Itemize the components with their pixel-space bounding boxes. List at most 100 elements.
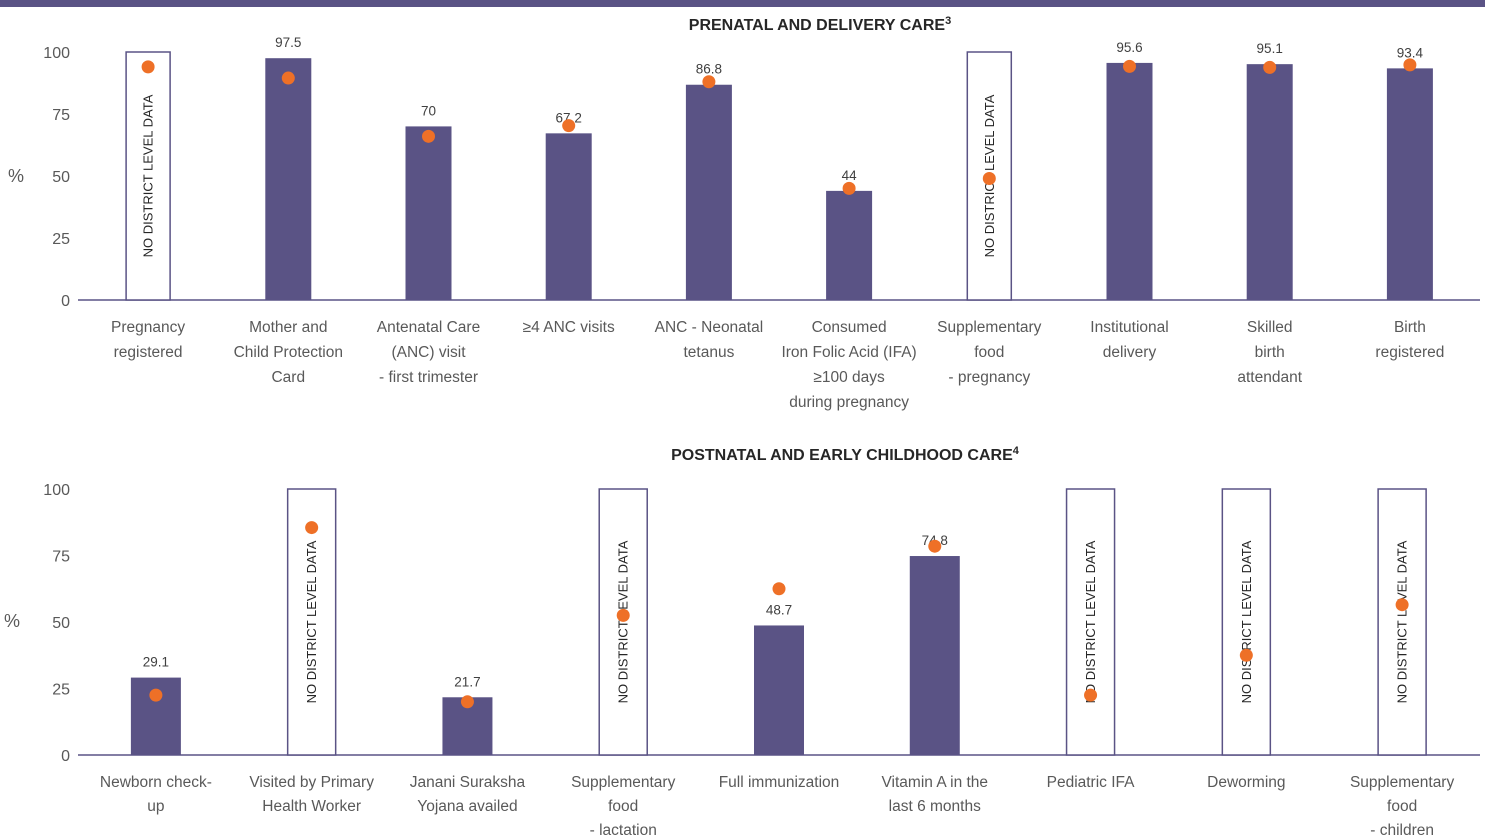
chart-title: POSTNATAL AND EARLY CHILDHOOD CARE4 — [671, 445, 1020, 464]
comparison-dot — [281, 71, 295, 85]
bar — [1246, 64, 1293, 300]
category-label-line: registered — [114, 344, 183, 361]
bar — [545, 133, 592, 300]
category-label-line: Full immunization — [719, 774, 840, 791]
category-label-line: Pregnancy — [111, 319, 185, 336]
category-label: Consumed Iron Folic Acid (IFA) ≥100 days du… — [781, 319, 916, 411]
category-label-line: Card — [271, 369, 305, 386]
category-label-line: ≥4 ANC visits — [523, 319, 615, 336]
bar — [1106, 62, 1153, 300]
data-label: 95.6 — [1116, 40, 1142, 55]
category-label-line: Supplementary — [1350, 774, 1455, 791]
category-label-line: Consumed — [812, 319, 887, 336]
y-tick-label: 100 — [43, 45, 70, 62]
category-label: Supplementary food - lactation — [571, 774, 676, 838]
category-label-line: Vitamin A in the — [881, 774, 988, 791]
category-label-line: Mother and — [249, 319, 327, 336]
data-label: 48.7 — [766, 602, 792, 617]
y-tick-label: 0 — [61, 293, 70, 310]
comparison-dot — [141, 60, 155, 74]
category-label: Pregnancy registered — [111, 319, 185, 361]
category-label-line: Iron Folic Acid (IFA) — [781, 344, 916, 361]
category-label-line: Antenatal Care — [377, 319, 480, 336]
category-label-line: Birth — [1394, 319, 1426, 336]
comparison-dot — [1263, 60, 1277, 74]
category-label: Full immunization — [719, 774, 840, 791]
category-label-line: Institutional — [1090, 319, 1168, 336]
no-data-box — [1377, 488, 1427, 756]
category-label-line: up — [147, 798, 164, 815]
category-label-line: Yojana availed — [417, 798, 517, 815]
no-data-box — [598, 488, 648, 756]
no-data-label: NO DISTRICT LEVEL DATA — [1239, 540, 1254, 703]
category-label: Pediatric IFA — [1047, 774, 1136, 791]
comparison-dot — [772, 582, 786, 596]
category-label-line: (ANC) visit — [391, 344, 466, 361]
category-label: Deworming — [1207, 774, 1285, 791]
data-label: 95.1 — [1257, 41, 1283, 56]
y-tick-label: 100 — [43, 482, 70, 499]
category-label-line: ≥100 days — [813, 369, 885, 386]
y-tick-label: 25 — [52, 231, 70, 248]
category-label-line: - pregnancy — [948, 369, 1030, 386]
category-label-line: Supplementary — [571, 774, 676, 791]
data-label: 21.7 — [454, 674, 480, 689]
category-label: Skilled birth attendant — [1237, 319, 1302, 386]
comparison-dot — [842, 181, 856, 195]
category-label-line: during pregnancy — [789, 394, 909, 411]
category-label-line: - children — [1370, 822, 1434, 838]
data-label: 29.1 — [143, 655, 169, 670]
bar — [754, 625, 804, 755]
category-label: Mother and Child Protection Card — [234, 319, 343, 386]
comparison-dot — [1403, 58, 1417, 72]
category-label-line: Newborn check- — [100, 774, 212, 791]
category-label-line: - first trimester — [379, 369, 478, 386]
category-label-line: Child Protection — [234, 344, 343, 361]
no-data-box — [1065, 488, 1116, 756]
category-label-line: - lactation — [590, 822, 657, 838]
no-data-box — [286, 488, 337, 756]
no-data-label: NO DISTRICT LEVEL DATA — [304, 540, 319, 703]
category-label-line: tetanus — [683, 344, 734, 361]
comparison-dot — [982, 171, 996, 185]
data-label: 97.5 — [275, 35, 301, 50]
data-label: 67.2 — [556, 110, 582, 125]
category-label-line: food — [974, 344, 1004, 361]
y-tick-label: 75 — [52, 549, 70, 566]
no-data-box — [125, 51, 171, 301]
chart-title-superscript: 3 — [945, 15, 951, 27]
comparison-dot — [616, 608, 630, 622]
comparison-dot — [928, 539, 942, 553]
comparison-dot — [1395, 598, 1409, 612]
category-label: ANC - Neonatal tetanus — [655, 319, 764, 361]
category-label: Supplementary food - children — [1350, 774, 1455, 838]
category-label-line: Visited by Primary — [249, 774, 374, 791]
y-tick-label: 50 — [52, 615, 70, 632]
category-label-line: food — [1387, 798, 1417, 815]
category-label-line: birth — [1255, 344, 1285, 361]
category-label-line: Pediatric IFA — [1047, 774, 1136, 791]
category-label-line: delivery — [1103, 344, 1157, 361]
category-label: ≥4 ANC visits — [523, 319, 615, 336]
bar — [826, 190, 873, 300]
category-label-line: attendant — [1237, 369, 1302, 386]
category-label-line: registered — [1375, 344, 1444, 361]
data-label: 86.8 — [696, 62, 722, 77]
bar — [405, 126, 452, 301]
category-label: Vitamin A in the last 6 months — [881, 774, 988, 815]
chart-title-superscript: 4 — [1013, 445, 1020, 457]
category-label-line: Health Worker — [262, 798, 361, 815]
y-axis-label: % — [4, 611, 20, 631]
category-label: Visited by Primary Health Worker — [249, 774, 374, 815]
bar — [1386, 68, 1433, 300]
top-banner-bar — [0, 0, 1485, 7]
comparison-dot — [1084, 688, 1098, 702]
comparison-dot — [149, 688, 163, 702]
category-label: Supplementary food - pregnancy — [937, 319, 1042, 386]
category-label-line: food — [608, 798, 638, 815]
category-label: Birth registered — [1375, 319, 1444, 361]
comparison-dot — [562, 119, 576, 133]
comparison-dot — [305, 521, 319, 535]
comparison-dot — [422, 129, 435, 143]
chart-title: PRENATAL AND DELIVERY CARE3 — [689, 15, 951, 34]
